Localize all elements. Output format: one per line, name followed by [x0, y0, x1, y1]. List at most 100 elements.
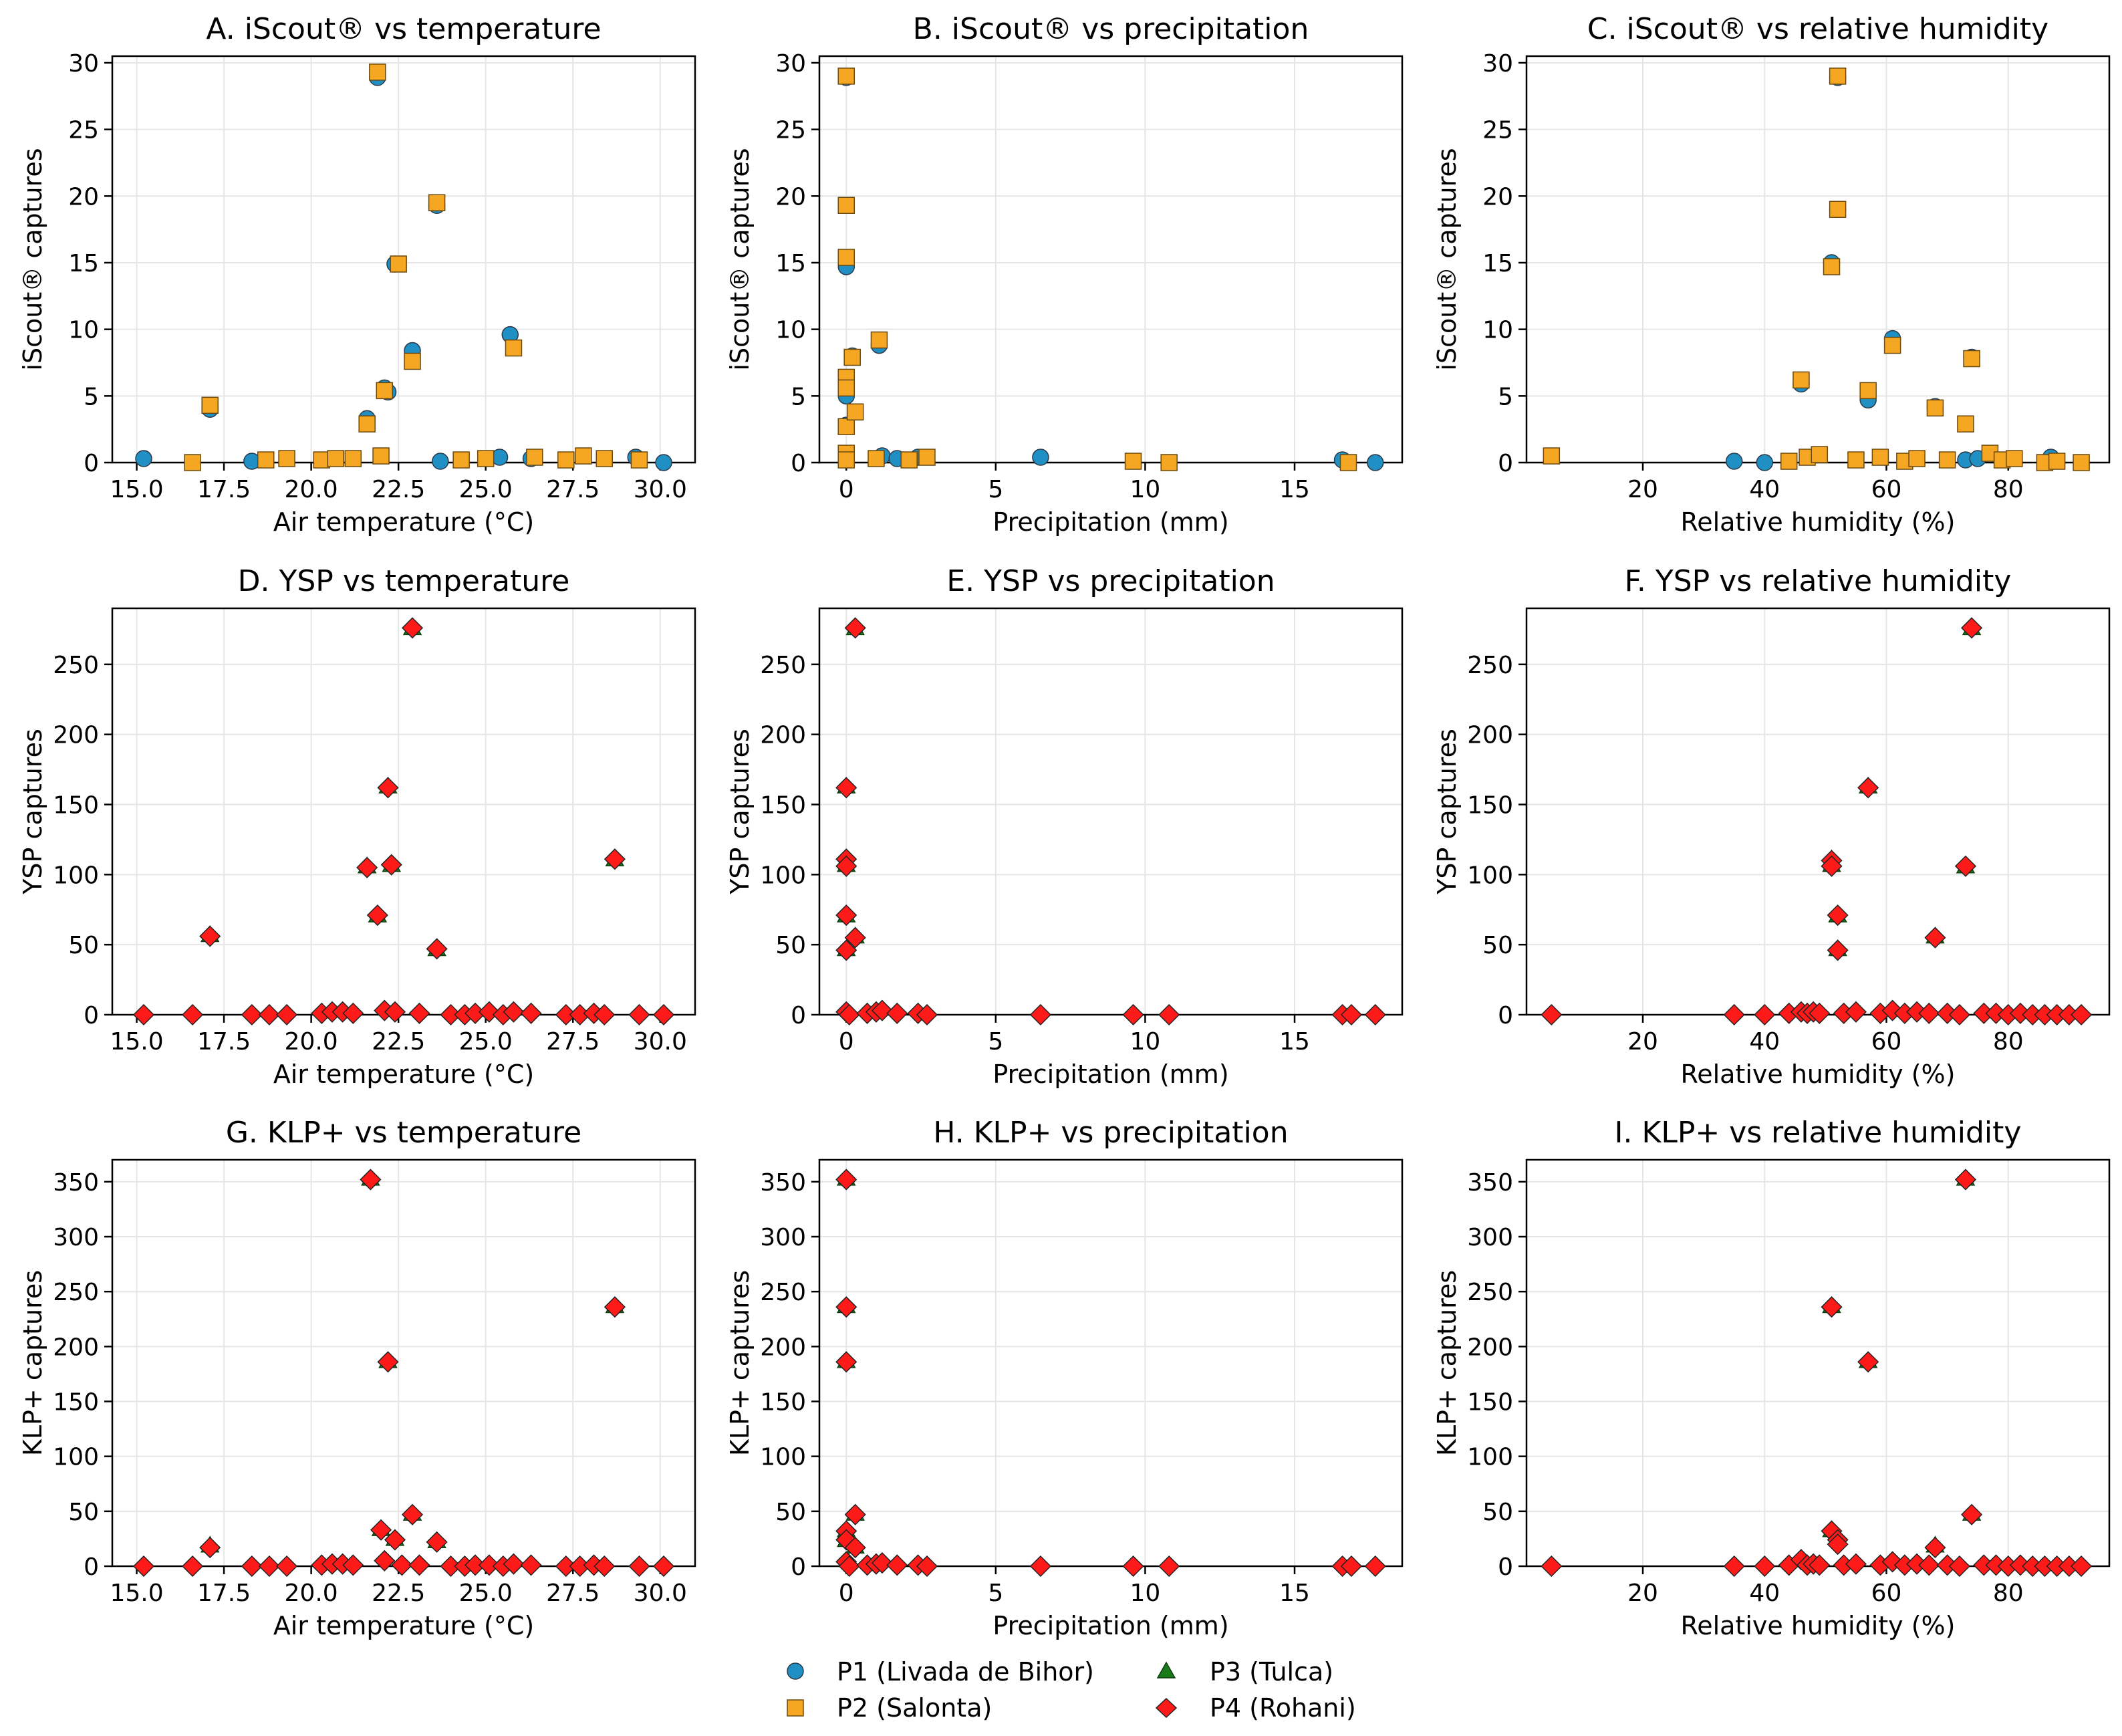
x-tick-label: 5: [988, 476, 1003, 503]
data-point: [241, 1555, 263, 1578]
chart-title-f: F. YSP vs relative humidity: [1625, 564, 2012, 598]
chart-title-b: B. iScout® vs precipitation: [913, 12, 1309, 46]
data-point: [844, 617, 866, 639]
x-tick-label: 0: [839, 476, 854, 503]
y-tick-label: 300: [53, 1224, 99, 1251]
data-point: [1857, 1351, 1879, 1373]
series-p2-salonta-a: [184, 64, 648, 471]
y-tick-label: 200: [53, 722, 99, 749]
y-axis-label-b: iScout® captures: [725, 148, 755, 370]
y-tick-label: 0: [84, 1002, 99, 1029]
data-point: [837, 451, 855, 469]
y-axis-label-f: YSP captures: [1432, 729, 1462, 895]
x-axis-label-b: Precipitation (mm): [992, 507, 1228, 537]
panel-f: 20 40 60 80 0 50 100 150 200 250 F. YSP vs relativ…: [1432, 564, 2111, 1089]
y-axis-label-g: KLP+ captures: [18, 1270, 47, 1456]
data-point: [837, 197, 855, 215]
data-point: [1339, 454, 1357, 471]
data-point: [2048, 453, 2066, 470]
data-point: [477, 450, 495, 467]
data-point: [376, 382, 394, 400]
data-point: [886, 1554, 908, 1576]
data-point: [1827, 1533, 1849, 1556]
data-point: [384, 1001, 406, 1023]
axes-frame-e: [818, 607, 1404, 1016]
y-tick-label: 300: [760, 1224, 806, 1251]
axes-frame-f: [1525, 607, 2111, 1016]
y-tick-label: 0: [791, 1002, 806, 1029]
x-tick-label: 25.0: [459, 476, 513, 503]
data-point: [838, 1003, 860, 1026]
data-point: [391, 1554, 413, 1576]
data-point: [342, 1554, 364, 1576]
data-point: [1122, 1003, 1144, 1026]
data-point: [871, 1552, 893, 1574]
data-point: [132, 1555, 155, 1578]
x-tick-label: 17.5: [197, 1580, 251, 1607]
data-point: [871, 999, 893, 1021]
legend-label-p3: P3 (Tulca): [1210, 1657, 1333, 1687]
y-tick-label: 100: [760, 862, 806, 889]
y-tick-label: 250: [760, 1279, 806, 1306]
x-tick-label: 22.5: [372, 1580, 425, 1607]
data-point: [313, 451, 331, 469]
y-tick-label: 50: [775, 1499, 806, 1526]
x-tick-label: 60: [1871, 476, 1902, 503]
data-point: [1908, 450, 1926, 467]
x-tick-label: 5: [988, 1580, 1003, 1607]
data-point: [2071, 1555, 2093, 1578]
data-point: [1857, 777, 1879, 799]
data-point: [2006, 450, 2023, 467]
data-point: [837, 379, 855, 397]
legend-marker-p3: [1156, 1661, 1176, 1679]
y-tick-label: 300: [1467, 1224, 1513, 1251]
panel-g: 15.0 17.5 20.0 22.5 25.0 27.5 30.0 0 50 100 150 200…: [18, 1116, 696, 1640]
data-point: [1948, 1003, 1970, 1026]
legend-entry-p2: P2 (Salonta): [787, 1693, 992, 1723]
data-point: [838, 1555, 860, 1578]
panel-d: 15.0 17.5 20.0 22.5 25.0 27.5 30.0 0 50 100 150 200…: [18, 564, 696, 1089]
data-point: [366, 904, 388, 926]
y-tick-label: 5: [1498, 383, 1513, 410]
data-point: [835, 777, 857, 799]
x-tick-label: 30.0: [634, 1028, 687, 1056]
data-point: [132, 1003, 155, 1026]
x-tick-label: 0: [839, 1028, 854, 1056]
axes-frame-i: [1525, 1158, 2111, 1568]
data-point: [408, 1554, 430, 1576]
x-tick-label: 20: [1627, 476, 1658, 503]
data-point: [1961, 617, 1983, 639]
grid-h: [819, 1160, 1402, 1567]
x-tick-label: 60: [1871, 1580, 1902, 1607]
data-point: [1160, 454, 1178, 471]
data-point: [408, 1002, 430, 1024]
data-point: [428, 194, 446, 212]
data-point: [868, 450, 885, 467]
series-p3-tulca-f: [1822, 618, 1982, 957]
data-point: [358, 415, 376, 432]
y-tick-label: 20: [1482, 183, 1513, 211]
data-point: [595, 450, 613, 467]
series-p3-tulca-d: [200, 618, 625, 957]
data-point: [1823, 258, 1841, 275]
y-tick-label: 50: [68, 932, 99, 959]
data-point: [655, 454, 672, 471]
y-tick-label: 100: [53, 1444, 99, 1471]
series-p4-rohani-f: [1541, 617, 2093, 1026]
data-point: [1963, 350, 1980, 368]
y-tick-label: 0: [1498, 1554, 1513, 1581]
legend-label-p1: P1 (Livada de Bihor): [837, 1657, 1094, 1687]
x-tick-label: 15: [1279, 1580, 1310, 1607]
x-tick-label: 10: [1130, 1028, 1161, 1056]
data-point: [327, 450, 344, 467]
data-point: [1029, 1003, 1051, 1026]
data-point: [1364, 1555, 1386, 1578]
y-tick-label: 100: [760, 1444, 806, 1471]
data-point: [844, 1503, 866, 1525]
y-tick-label: 0: [1498, 450, 1513, 477]
data-point: [257, 451, 275, 469]
data-point: [1924, 1537, 1946, 1559]
data-point: [372, 447, 390, 465]
x-tick-label: 10: [1130, 1580, 1161, 1607]
data-point: [344, 450, 362, 467]
